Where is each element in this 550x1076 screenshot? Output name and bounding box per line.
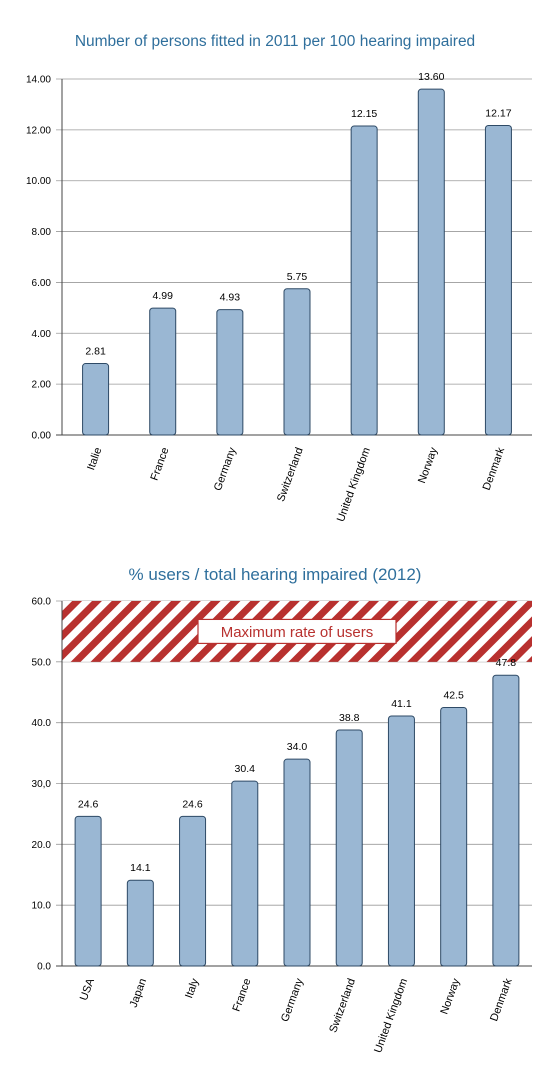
y-tick-label: 0.0 [37, 962, 51, 973]
x-tick-label: Italy [183, 976, 201, 1000]
x-tick-label: Germany [279, 976, 306, 1023]
band-label: Maximum rate of users [221, 624, 374, 641]
y-tick-label: 20.0 [32, 840, 52, 851]
bar [283, 288, 311, 436]
bar [126, 879, 154, 967]
x-tick-label: Norway [438, 976, 462, 1016]
x-tick-label: Japan [128, 977, 150, 1009]
bar [82, 363, 110, 436]
bar [231, 780, 259, 967]
data-label: 12.17 [485, 108, 511, 120]
data-label: 41.1 [391, 698, 412, 710]
data-label: 24.6 [182, 798, 203, 810]
x-tick-label: Denmark [488, 976, 515, 1023]
data-label: 38.8 [339, 712, 360, 724]
bar [387, 715, 415, 967]
bar [484, 125, 512, 436]
chart-2-title: % users / total hearing impaired (2012) [128, 565, 422, 584]
y-tick-label: 14.00 [26, 75, 51, 86]
y-tick-label: 12.00 [26, 125, 51, 136]
bar [492, 674, 520, 967]
x-tick-label: USA [78, 976, 97, 1002]
bar [335, 729, 363, 967]
y-tick-label: 60.0 [32, 597, 52, 608]
y-tick-label: 30,0 [32, 779, 52, 790]
bar [216, 309, 244, 436]
x-tick-label: Switzerland [327, 977, 358, 1035]
data-label: 14.1 [130, 862, 151, 874]
bar [149, 307, 177, 436]
data-label: 2.81 [85, 346, 106, 358]
y-tick-label: 6.00 [32, 278, 52, 289]
y-tick-label: 4.00 [32, 329, 52, 340]
y-tick-label: 50.0 [32, 657, 52, 668]
data-label: 24.6 [78, 798, 99, 810]
y-tick-label: 2.00 [32, 380, 52, 391]
data-label: 4.99 [152, 290, 173, 302]
data-label: 4.93 [220, 292, 241, 304]
data-label: 30.4 [235, 763, 256, 775]
data-label: 13.60 [418, 71, 444, 83]
chart-1-title: Number of persons fitted in 2011 per 100… [74, 33, 476, 50]
y-tick-label: 8.00 [32, 227, 52, 238]
y-tick-label: 40.0 [32, 718, 52, 729]
data-label: 34.0 [287, 741, 308, 753]
data-label: 47.8 [496, 657, 517, 669]
y-tick-label: 10.0 [32, 901, 52, 912]
x-tick-label: France [231, 977, 254, 1013]
data-label: 42.5 [443, 689, 464, 701]
data-label: 5.75 [287, 271, 308, 283]
y-tick-label: 0.00 [32, 431, 52, 442]
chart-1: 0.002.004.006.008.0010.0012.0014.002.81I… [26, 71, 532, 524]
bar [283, 758, 311, 967]
band-label-box [197, 618, 397, 645]
x-tick-label: United Kingdom [372, 977, 410, 1055]
y-tick-label: 10.00 [26, 176, 51, 187]
bar [74, 815, 102, 967]
data-label: 12.15 [351, 108, 377, 120]
bar [350, 125, 378, 436]
bar [179, 815, 207, 967]
bar [417, 88, 445, 436]
bar [440, 706, 468, 967]
